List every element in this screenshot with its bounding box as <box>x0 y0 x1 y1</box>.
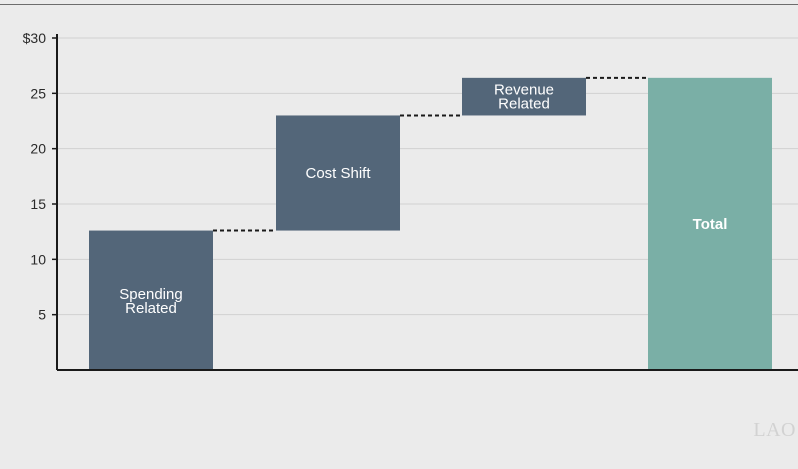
bar-label: Related <box>498 96 550 113</box>
waterfall-bar <box>462 77 586 116</box>
y-tick-label: 5 <box>38 307 46 323</box>
bar-label: Spending <box>119 286 182 303</box>
bar-label: Revenue <box>494 82 554 99</box>
bar-label: Related <box>125 300 177 317</box>
waterfall-bar <box>276 115 400 231</box>
bar-label: Total <box>693 216 728 233</box>
total-bar <box>648 77 772 370</box>
lao-watermark: LAO <box>753 419 796 441</box>
y-tick-label: 15 <box>30 196 46 212</box>
y-tick-label: 25 <box>30 85 46 101</box>
waterfall-bar <box>89 230 213 370</box>
top-rule <box>0 4 798 5</box>
y-tick-label: 10 <box>30 251 46 267</box>
y-tick-label: 20 <box>30 141 46 157</box>
y-tick-label: $30 <box>23 30 47 46</box>
bar-label: Cost Shift <box>305 165 371 182</box>
